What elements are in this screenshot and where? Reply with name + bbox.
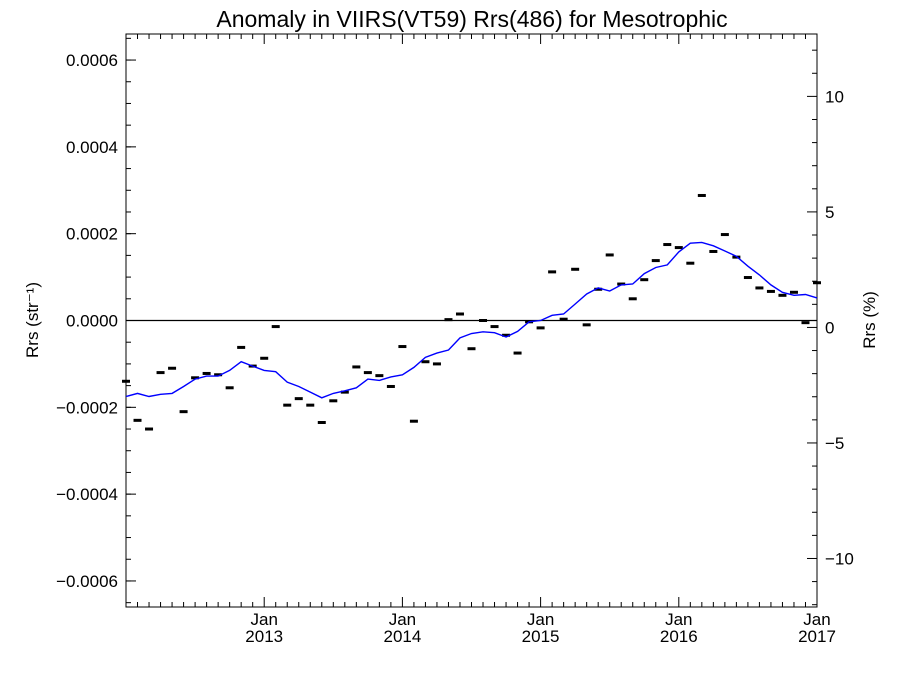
x-tick-label-year: 2015	[522, 627, 560, 646]
y2-tick-label: 0	[825, 318, 834, 337]
chart-title: Anomaly in VIIRS(VT59) Rrs(486) for Meso…	[216, 6, 727, 32]
y-tick-label: −0.0006	[56, 572, 118, 591]
y2-axis-label: Rrs (%)	[860, 291, 879, 349]
y-tick-label: 0.0004	[66, 138, 118, 157]
y2-tick-label: −10	[825, 549, 854, 568]
y2-tick-label: 5	[825, 203, 834, 222]
x-tick-label-year: 2014	[383, 627, 421, 646]
x-tick-label-month: Jan	[665, 610, 692, 629]
x-tick-label-month: Jan	[527, 610, 554, 629]
x-tick-label-year: 2017	[798, 627, 836, 646]
plot-area: −0.0006 −0.0004 −0.0002 0.0000 0.0002 0.0004 0…	[56, 33, 854, 646]
x-tick-label-month: Jan	[389, 610, 416, 629]
x-tick-label-month: Jan	[803, 610, 830, 629]
y-axis-label: Rrs (str⁻¹)	[23, 282, 42, 358]
x-tick-label-year: 2016	[660, 627, 698, 646]
y2-tick-label: −5	[825, 434, 844, 453]
running-mean-line	[125, 241, 818, 399]
x-tick-label-year: 2013	[245, 627, 283, 646]
y-tick-label: 0.0002	[66, 225, 118, 244]
y-tick-label: 0.0006	[66, 51, 118, 70]
y-tick-label: −0.0002	[56, 398, 118, 417]
y-tick-label: −0.0004	[56, 485, 118, 504]
y2-tick-label: 10	[825, 87, 844, 106]
x-tick-label-month: Jan	[250, 610, 277, 629]
y-tick-label: 0.0000	[66, 312, 118, 331]
